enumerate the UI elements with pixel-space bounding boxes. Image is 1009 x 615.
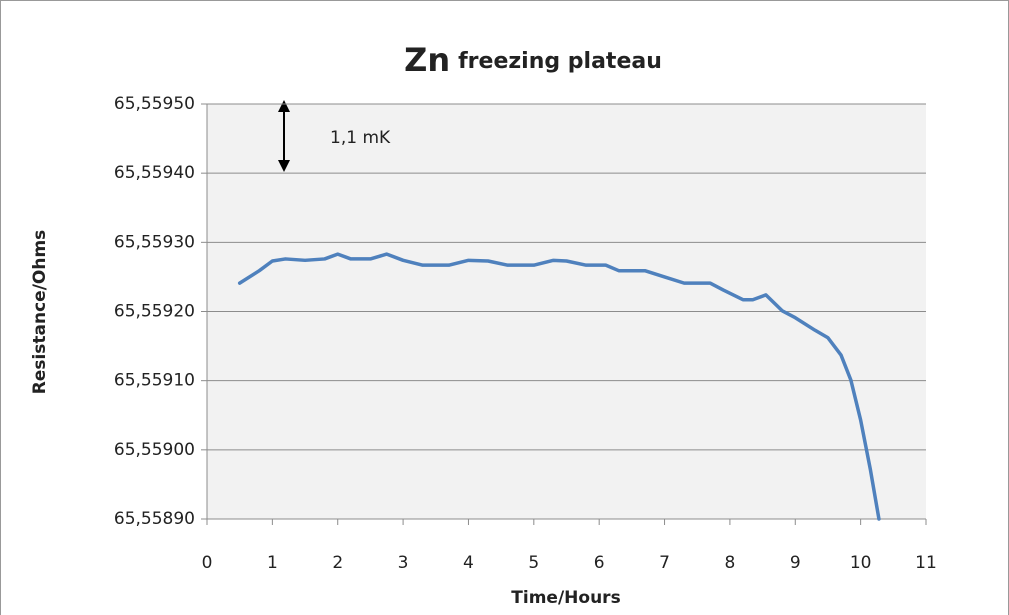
y-tick-label: 65,55890 (114, 509, 195, 529)
x-tick-label: 11 (915, 553, 937, 573)
title-sub: freezing plateau (458, 49, 662, 74)
y-tick-label: 65,55900 (114, 440, 195, 460)
title-main: Zn (404, 41, 450, 79)
x-tick-label: 10 (850, 553, 872, 573)
y-tick-label: 65,55930 (114, 232, 195, 252)
x-tick-label: 4 (463, 553, 474, 573)
annotation-arrow (278, 100, 290, 172)
annotation: 1,1 mK (330, 128, 391, 148)
x-tick-label: 7 (659, 553, 670, 573)
x-tick-label: 5 (528, 553, 539, 573)
chart-title: Zn freezing plateau (404, 41, 662, 79)
y-tick-label: 65,55940 (114, 163, 195, 183)
x-tick-label: 9 (790, 553, 801, 573)
x-tick-label: 6 (594, 553, 605, 573)
x-tick-label: 0 (202, 553, 213, 573)
y-tick-label: 65,55950 (114, 94, 195, 114)
x-axis-title: Time/Hours (511, 588, 620, 608)
x-tick-label: 8 (724, 553, 735, 573)
data-line (237, 252, 881, 521)
y-tick-label: 65,55910 (114, 371, 195, 391)
y-axis-title: Resistance/Ohms (30, 230, 50, 395)
x-tick-label: 2 (332, 553, 343, 573)
x-tick-label: 3 (398, 553, 409, 573)
x-tick-label: 1 (267, 553, 278, 573)
y-tick-label: 65,55920 (114, 302, 195, 322)
